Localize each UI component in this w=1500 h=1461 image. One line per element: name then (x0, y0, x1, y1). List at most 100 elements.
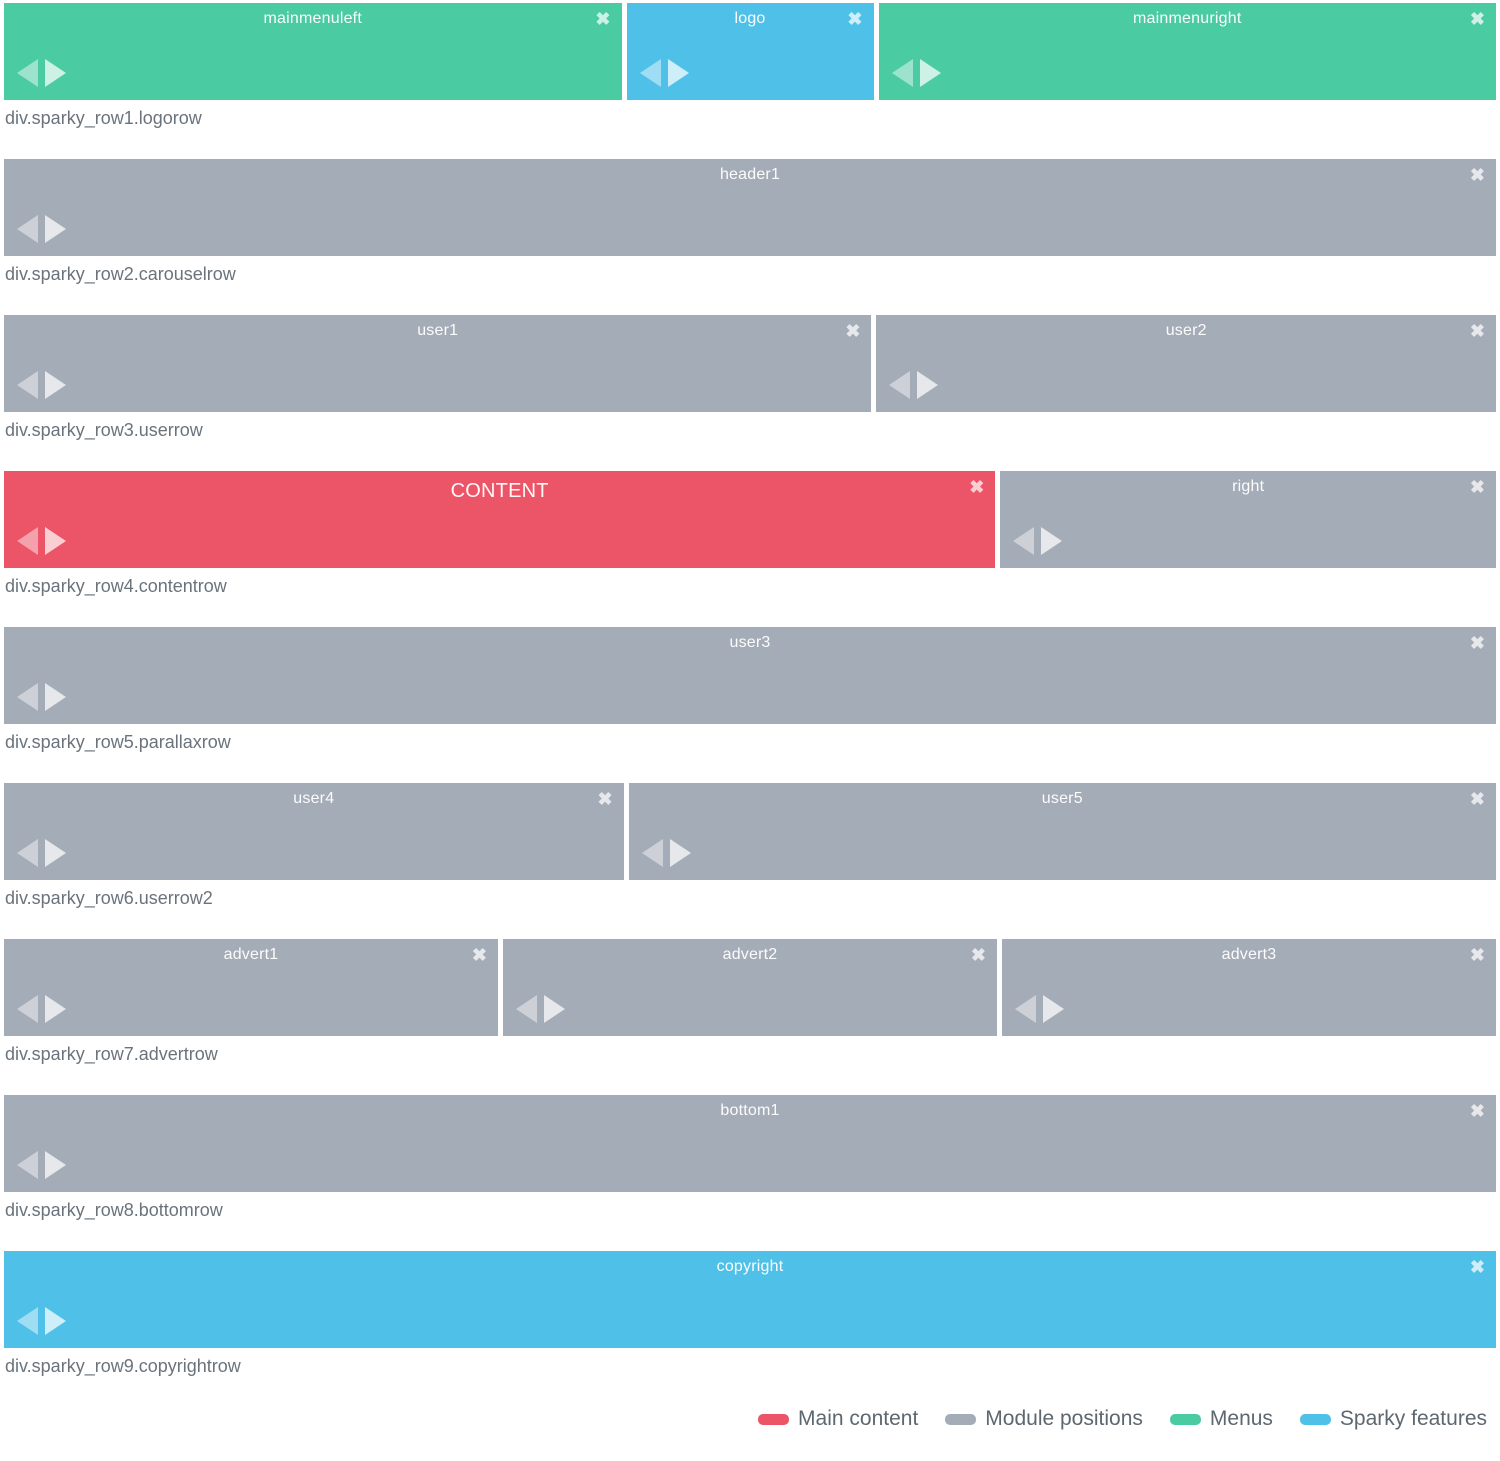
move-left-icon[interactable] (17, 683, 38, 711)
move-arrows (17, 1307, 66, 1335)
layout-row: copyright ✖ div.sparky_row9.copyrightrow (0, 1251, 1500, 1377)
close-icon[interactable]: ✖ (595, 9, 611, 29)
position-block[interactable]: mainmenuleft ✖ (4, 3, 622, 100)
close-icon[interactable]: ✖ (1469, 165, 1485, 185)
block-title: right (1232, 478, 1265, 495)
move-arrows (17, 1151, 66, 1179)
move-left-icon[interactable] (891, 59, 913, 87)
position-block[interactable]: advert1 ✖ (4, 939, 498, 1036)
move-right-icon[interactable] (669, 839, 691, 867)
move-right-icon[interactable] (45, 683, 66, 711)
position-block[interactable]: user4 ✖ (4, 783, 624, 880)
move-left-icon[interactable] (17, 1151, 38, 1179)
position-block[interactable]: CONTENT ✖ (4, 471, 996, 568)
move-left-icon[interactable] (17, 1307, 38, 1335)
close-icon[interactable]: ✖ (1469, 789, 1485, 809)
close-icon[interactable]: ✖ (845, 321, 861, 341)
close-icon[interactable]: ✖ (1469, 945, 1485, 965)
move-right-icon[interactable] (667, 59, 689, 87)
move-left-icon[interactable] (17, 995, 38, 1023)
position-block[interactable]: user1 ✖ (4, 315, 872, 412)
move-right-icon[interactable] (45, 995, 66, 1023)
layout-row: user3 ✖ div.sparky_row5.parallaxrow (0, 627, 1500, 753)
layout-row: user1 ✖ user2 ✖ div.sparky_row3.userrow (0, 315, 1500, 441)
row-blocks: copyright ✖ (0, 1251, 1500, 1348)
close-icon[interactable]: ✖ (1469, 1101, 1485, 1121)
row-blocks: user1 ✖ user2 ✖ (0, 315, 1500, 412)
block-title: logo (734, 10, 766, 27)
move-right-icon[interactable] (45, 839, 66, 867)
position-block[interactable]: copyright ✖ (4, 1251, 1496, 1348)
close-icon[interactable]: ✖ (597, 789, 613, 809)
move-left-icon[interactable] (17, 527, 38, 555)
legend: Main content Module positions Menus Spar… (0, 1407, 1487, 1431)
close-icon[interactable]: ✖ (1469, 321, 1485, 341)
legend-item: Module positions (945, 1407, 1143, 1431)
move-right-icon[interactable] (45, 1307, 66, 1335)
layout-rows: mainmenuleft ✖ logo ✖ mainmenuright ✖ di… (0, 3, 1500, 1377)
move-arrows (889, 371, 939, 399)
close-icon[interactable]: ✖ (1469, 1257, 1485, 1277)
block-title: advert1 (223, 946, 279, 963)
position-block[interactable]: advert2 ✖ (503, 939, 997, 1036)
row-blocks: user4 ✖ user5 ✖ (0, 783, 1500, 880)
position-block[interactable]: right ✖ (1000, 471, 1496, 568)
move-arrows (516, 995, 565, 1023)
close-icon[interactable]: ✖ (471, 945, 487, 965)
row-blocks: advert1 ✖ advert2 ✖ advert3 ✖ (0, 939, 1500, 1036)
position-block[interactable]: advert3 ✖ (1002, 939, 1496, 1036)
block-title: copyright (716, 1258, 784, 1275)
move-right-icon[interactable] (45, 1151, 66, 1179)
move-arrows (1013, 527, 1063, 555)
row-label: div.sparky_row4.contentrow (5, 576, 227, 596)
layout-row: mainmenuleft ✖ logo ✖ mainmenuright ✖ di… (0, 3, 1500, 129)
position-block[interactable]: user5 ✖ (628, 783, 1496, 880)
close-icon[interactable]: ✖ (969, 477, 985, 497)
move-left-icon[interactable] (17, 59, 38, 87)
position-block[interactable]: bottom1 ✖ (4, 1095, 1496, 1192)
move-right-icon[interactable] (919, 59, 941, 87)
close-icon[interactable]: ✖ (1469, 9, 1485, 29)
position-block[interactable]: logo ✖ (626, 3, 874, 100)
move-right-icon[interactable] (45, 59, 66, 87)
move-left-icon[interactable] (17, 371, 38, 399)
move-right-icon[interactable] (544, 995, 565, 1023)
block-title: advert3 (1221, 946, 1277, 963)
move-right-icon[interactable] (1041, 527, 1063, 555)
legend-swatch-icon (758, 1413, 790, 1425)
move-left-icon[interactable] (17, 839, 38, 867)
close-icon[interactable]: ✖ (970, 945, 986, 965)
move-arrows (17, 839, 66, 867)
move-right-icon[interactable] (45, 527, 66, 555)
move-left-icon[interactable] (1015, 995, 1036, 1023)
move-arrows (17, 215, 66, 243)
move-right-icon[interactable] (45, 215, 66, 243)
close-icon[interactable]: ✖ (1469, 477, 1485, 497)
row-blocks: bottom1 ✖ (0, 1095, 1500, 1192)
legend-swatch-icon (1169, 1413, 1201, 1425)
block-title: advert2 (722, 946, 778, 963)
row-label: div.sparky_row9.copyrightrow (5, 1356, 241, 1376)
position-block[interactable]: user2 ✖ (876, 315, 1496, 412)
move-arrows (17, 59, 66, 87)
block-title: user2 (1165, 322, 1207, 339)
move-right-icon[interactable] (45, 371, 66, 399)
move-right-icon[interactable] (917, 371, 939, 399)
close-icon[interactable]: ✖ (847, 9, 863, 29)
move-left-icon[interactable] (17, 215, 38, 243)
move-left-icon[interactable] (516, 995, 537, 1023)
move-right-icon[interactable] (1043, 995, 1064, 1023)
move-left-icon[interactable] (1013, 527, 1035, 555)
row-label: div.sparky_row6.userrow2 (5, 888, 213, 908)
position-block[interactable]: header1 ✖ (4, 159, 1496, 256)
row-blocks: CONTENT ✖ right ✖ (0, 471, 1500, 568)
block-title: bottom1 (720, 1102, 780, 1119)
move-left-icon[interactable] (639, 59, 661, 87)
legend-swatch-icon (1299, 1413, 1331, 1425)
position-block[interactable]: mainmenuright ✖ (878, 3, 1496, 100)
move-arrows (17, 527, 66, 555)
move-left-icon[interactable] (641, 839, 663, 867)
close-icon[interactable]: ✖ (1469, 633, 1485, 653)
position-block[interactable]: user3 ✖ (4, 627, 1496, 724)
move-left-icon[interactable] (889, 371, 911, 399)
